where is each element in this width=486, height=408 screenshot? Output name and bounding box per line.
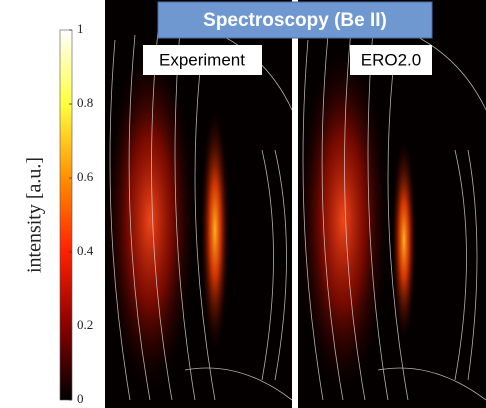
colorbar bbox=[60, 30, 72, 400]
tick-label: 0.2 bbox=[77, 317, 93, 332]
tick-label: 0.6 bbox=[77, 169, 94, 184]
colorbar-label: intensity [a.u.] bbox=[24, 157, 46, 273]
tick-label: 0.8 bbox=[77, 95, 93, 110]
panel-label: Experiment bbox=[159, 50, 245, 69]
panel-label: ERO2.0 bbox=[361, 50, 421, 69]
tick-label: 0.4 bbox=[77, 243, 94, 258]
tick-label: 0 bbox=[77, 391, 84, 406]
figure: Spectroscopy (Be II) Experiment ERO2.0 i… bbox=[0, 0, 486, 408]
title: Spectroscopy (Be II) bbox=[203, 10, 387, 31]
tick-label: 1 bbox=[77, 21, 84, 36]
